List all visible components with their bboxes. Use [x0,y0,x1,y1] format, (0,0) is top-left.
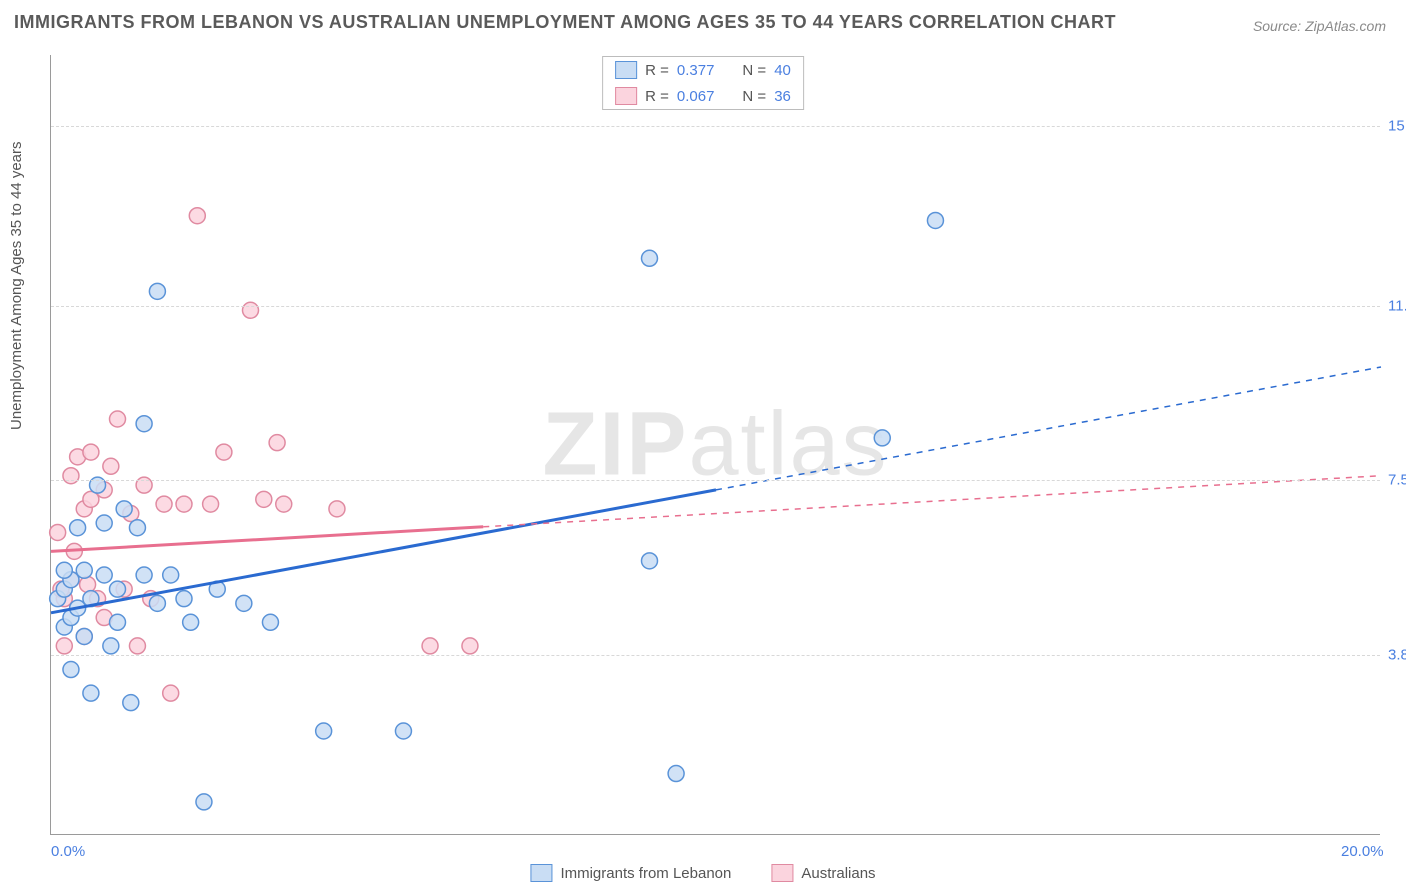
data-point-lebanon [76,562,92,578]
data-point-australians [80,576,96,592]
regression-extrapolation-australians [483,476,1381,527]
data-point-australians [256,491,272,507]
data-point-australians [176,496,192,512]
swatch-lebanon [615,61,637,79]
data-point-australians [329,501,345,517]
data-point-lebanon [136,567,152,583]
r-label: R = [645,62,669,79]
data-point-australians [110,411,126,427]
data-point-lebanon [236,595,252,611]
regression-line-australians [51,527,483,552]
data-point-lebanon [149,283,165,299]
data-point-lebanon [76,628,92,644]
data-point-lebanon [129,520,145,536]
data-point-lebanon [136,416,152,432]
xtick-label: 20.0% [1341,843,1384,860]
data-point-lebanon [110,581,126,597]
n-label: N = [742,88,766,105]
data-point-lebanon [83,685,99,701]
data-point-lebanon [183,614,199,630]
data-point-lebanon [196,794,212,810]
data-point-lebanon [96,515,112,531]
ytick-label: 15.0% [1388,117,1406,134]
y-axis-label: Unemployment Among Ages 35 to 44 years [8,141,25,430]
data-point-lebanon [176,591,192,607]
data-point-lebanon [163,567,179,583]
n-value-australians: 36 [774,88,791,105]
r-label: R = [645,88,669,105]
data-point-lebanon [103,638,119,654]
data-point-australians [276,496,292,512]
data-point-australians [216,444,232,460]
legend-label-lebanon: Immigrants from Lebanon [560,865,731,882]
data-point-lebanon [63,662,79,678]
data-point-australians [103,458,119,474]
n-value-lebanon: 40 [774,62,791,79]
grid-line [51,480,1380,481]
data-point-australians [83,444,99,460]
swatch-australians [615,87,637,105]
regression-extrapolation-lebanon [716,367,1381,490]
data-point-lebanon [927,212,943,228]
ytick-label: 3.8% [1388,647,1406,664]
data-point-australians [203,496,219,512]
data-point-lebanon [316,723,332,739]
ytick-label: 7.5% [1388,472,1406,489]
data-point-australians [269,435,285,451]
swatch-australians-bottom [771,864,793,882]
data-point-australians [163,685,179,701]
data-point-lebanon [70,520,86,536]
data-point-lebanon [874,430,890,446]
data-point-australians [189,208,205,224]
ytick-label: 11.2% [1388,297,1406,314]
grid-line [51,655,1380,656]
legend-item-australians: Australians [771,864,875,882]
data-point-lebanon [56,562,72,578]
data-point-lebanon [110,614,126,630]
data-point-lebanon [149,595,165,611]
data-point-australians [56,638,72,654]
data-point-lebanon [642,553,658,569]
data-point-australians [50,524,66,540]
plot-svg [51,55,1380,834]
data-point-lebanon [668,766,684,782]
grid-line [51,126,1380,127]
data-point-australians [462,638,478,654]
data-point-australians [422,638,438,654]
data-point-lebanon [642,250,658,266]
xtick-label: 0.0% [51,843,85,860]
chart-title: IMMIGRANTS FROM LEBANON VS AUSTRALIAN UN… [14,12,1116,33]
data-point-lebanon [395,723,411,739]
data-point-lebanon [123,695,139,711]
plot-area: ZIPatlas 3.8%7.5%11.2%15.0%0.0%20.0% [50,55,1380,835]
data-point-lebanon [262,614,278,630]
data-point-australians [156,496,172,512]
data-point-lebanon [96,567,112,583]
legend-label-australians: Australians [801,865,875,882]
r-value-lebanon: 0.377 [677,62,715,79]
swatch-lebanon-bottom [530,864,552,882]
grid-line [51,306,1380,307]
correlation-legend: R = 0.377 N = 40 R = 0.067 N = 36 [602,56,804,110]
r-value-australians: 0.067 [677,88,715,105]
legend-row-lebanon: R = 0.377 N = 40 [603,57,803,83]
n-label: N = [742,62,766,79]
source-attribution: Source: ZipAtlas.com [1253,18,1386,34]
data-point-lebanon [116,501,132,517]
legend-row-australians: R = 0.067 N = 36 [603,83,803,109]
series-legend: Immigrants from Lebanon Australians [530,864,875,882]
data-point-australians [129,638,145,654]
legend-item-lebanon: Immigrants from Lebanon [530,864,731,882]
regression-line-lebanon [51,490,716,613]
